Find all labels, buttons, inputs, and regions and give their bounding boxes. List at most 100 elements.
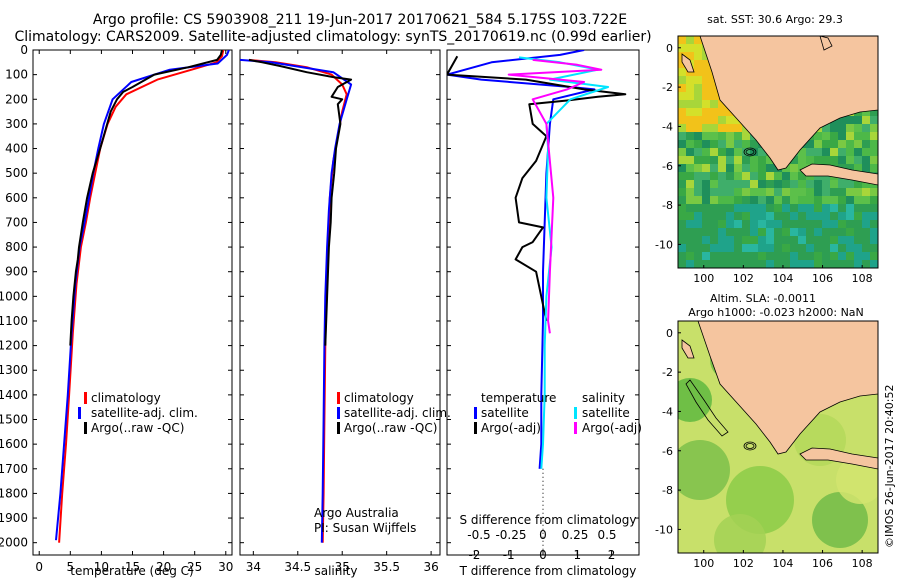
sst-cell bbox=[726, 164, 734, 172]
sst-cell bbox=[694, 228, 702, 236]
island-bangka bbox=[819, 36, 833, 51]
sst-cell bbox=[798, 212, 806, 220]
sst-cell bbox=[678, 204, 686, 212]
sst-cell bbox=[830, 236, 838, 244]
depth-tick-label: 800 bbox=[5, 240, 28, 254]
sst-cell bbox=[686, 180, 694, 188]
sst-cell bbox=[854, 196, 862, 204]
depth-tick-label: 600 bbox=[5, 191, 28, 205]
sla-blob bbox=[714, 514, 766, 553]
sst-cell bbox=[806, 228, 814, 236]
legend-temperature-head: temperature bbox=[481, 391, 556, 405]
sst-cell bbox=[870, 124, 878, 132]
sst-cell bbox=[742, 212, 750, 220]
series-satellite-adj-clim- bbox=[240, 58, 353, 543]
sst-cell bbox=[686, 204, 694, 212]
sst-cell bbox=[766, 236, 774, 244]
sst-cell bbox=[846, 204, 854, 212]
sst-cell bbox=[678, 220, 686, 228]
sst-cell bbox=[726, 260, 734, 268]
sst-cell bbox=[854, 260, 862, 268]
sst-cell bbox=[702, 204, 710, 212]
sst-cell bbox=[702, 164, 710, 172]
sst-cell bbox=[734, 204, 742, 212]
sst-cell bbox=[678, 92, 686, 100]
lon-tick-label: 100 bbox=[693, 557, 714, 570]
sst-cell bbox=[694, 172, 702, 180]
sst-cell bbox=[798, 164, 806, 172]
sst-cell bbox=[702, 228, 710, 236]
sst-cell bbox=[838, 188, 846, 196]
sst-cell bbox=[678, 212, 686, 220]
sst-cell bbox=[790, 228, 798, 236]
depth-axis: 0 100 200 300 400 500 600 700 800 900 1000 1100 1200… bbox=[0, 43, 639, 550]
sla-blob bbox=[812, 492, 868, 548]
sst-cell bbox=[694, 76, 702, 84]
lat-tick-label: -4 bbox=[662, 405, 673, 418]
sst-cell bbox=[838, 124, 846, 132]
sst-cell bbox=[806, 188, 814, 196]
sst-cell bbox=[694, 188, 702, 196]
sst-cell bbox=[838, 260, 846, 268]
sst-cell bbox=[702, 252, 710, 260]
salinity-series bbox=[240, 58, 353, 543]
sst-cell bbox=[846, 188, 854, 196]
sst-cell bbox=[838, 180, 846, 188]
sst-cell bbox=[822, 228, 830, 236]
credit-line-1: Argo Australia bbox=[314, 506, 399, 520]
sst-cell bbox=[710, 180, 718, 188]
sst-cell bbox=[782, 236, 790, 244]
lon-tick-label: 106 bbox=[812, 272, 833, 285]
sst-cell bbox=[726, 124, 734, 132]
depth-tick-label: 1600 bbox=[0, 437, 28, 451]
sst-cell bbox=[694, 60, 702, 68]
sst-cell bbox=[838, 252, 846, 260]
sst-cell bbox=[870, 164, 878, 172]
sst-cell bbox=[742, 140, 750, 148]
sst-cell bbox=[782, 172, 790, 180]
sst-cell bbox=[750, 204, 758, 212]
sst-cell bbox=[798, 180, 806, 188]
sst-cell bbox=[862, 212, 870, 220]
sst-cell bbox=[694, 244, 702, 252]
island-siberut bbox=[681, 53, 695, 73]
sst-cell bbox=[694, 164, 702, 172]
legend-swatch-satellite bbox=[78, 407, 81, 419]
depth-tick-label: 1200 bbox=[0, 339, 28, 353]
sst-cell bbox=[846, 148, 854, 156]
sst-cell bbox=[766, 172, 774, 180]
sst-cell bbox=[742, 196, 750, 204]
series-salinity-argo-adj- bbox=[507, 58, 603, 334]
sst-cell bbox=[806, 180, 814, 188]
sst-cell bbox=[678, 36, 686, 44]
sumatra-land bbox=[678, 321, 878, 455]
sst-cell bbox=[750, 220, 758, 228]
sst-cell bbox=[678, 236, 686, 244]
sst-cell bbox=[814, 196, 822, 204]
sst-cell bbox=[718, 156, 726, 164]
sst-cell bbox=[734, 180, 742, 188]
depth-tick-label: 2000 bbox=[0, 536, 28, 550]
sst-cell bbox=[838, 228, 846, 236]
sla-map-frame bbox=[677, 320, 879, 554]
series-argo-raw-qc- bbox=[69, 50, 223, 346]
sst-cell bbox=[750, 260, 758, 268]
sst-cell bbox=[790, 188, 798, 196]
sst-cell bbox=[814, 244, 822, 252]
sst-cell bbox=[870, 108, 878, 116]
x-tick-label: 2 bbox=[608, 548, 616, 562]
sst-cell bbox=[686, 236, 694, 244]
depth-tick-label: 700 bbox=[5, 215, 28, 229]
sst-cell bbox=[822, 212, 830, 220]
sst-cell bbox=[766, 180, 774, 188]
sst-cell bbox=[838, 212, 846, 220]
sst-cell bbox=[822, 260, 830, 268]
sst-cell bbox=[766, 212, 774, 220]
sst-cell bbox=[678, 68, 686, 76]
sst-cell bbox=[726, 180, 734, 188]
sst-cell bbox=[718, 252, 726, 260]
sst-cell bbox=[758, 212, 766, 220]
sst-cell bbox=[782, 244, 790, 252]
sst-cell bbox=[710, 212, 718, 220]
sst-cell bbox=[846, 196, 854, 204]
